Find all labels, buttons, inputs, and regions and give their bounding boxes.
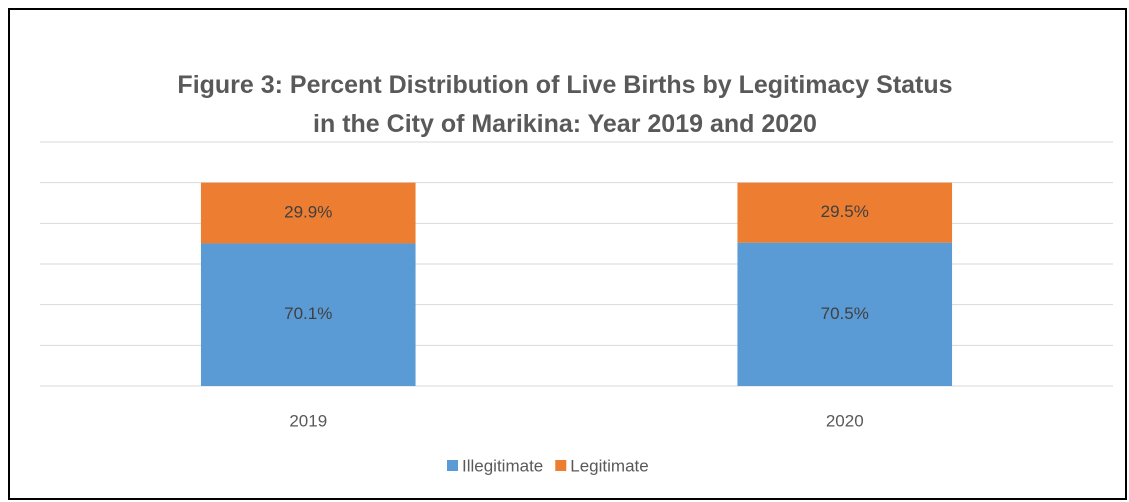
bar-segment [737,182,953,243]
bar-segment [200,182,416,244]
legend-label: Legitimate [570,456,648,475]
bar-segment [200,243,416,386]
chart-title: Figure 3: Percent Distribution of Live B… [177,71,953,138]
legend-swatch [555,460,567,471]
chart-frame [8,8,1127,500]
data-label: 70.5% [821,304,869,323]
legend-swatch [447,460,458,471]
x-tick-label: 2020 [826,411,864,430]
data-label: 70.1% [284,304,332,323]
bar-segment [737,242,953,386]
x-tick-label: 2019 [289,411,327,430]
legend-label: Illegitimate [462,456,543,475]
data-label: 29.5% [821,202,869,221]
data-label: 29.9% [284,203,332,222]
